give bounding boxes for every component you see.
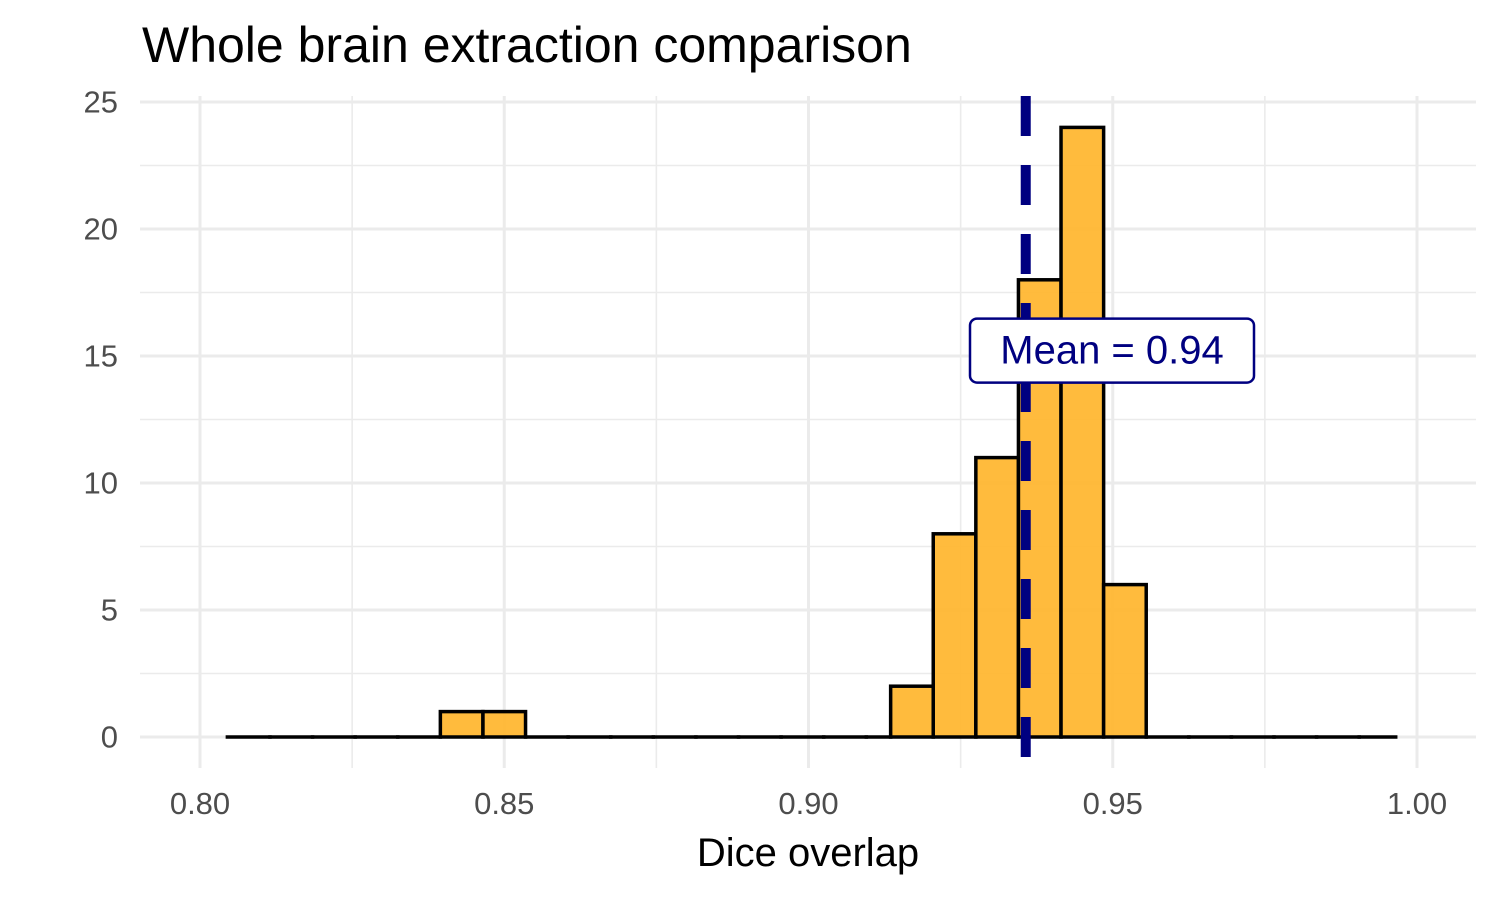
y-tick-label: 25	[84, 85, 118, 120]
histogram-bar	[481, 709, 528, 739]
histogram-bar	[888, 684, 935, 739]
y-tick-label: 20	[84, 212, 118, 247]
x-tick-label: 0.95	[1083, 786, 1143, 821]
chart-title: Whole brain extraction comparison	[142, 17, 912, 73]
histogram-bar	[438, 709, 485, 739]
y-tick-label: 15	[84, 339, 118, 374]
histogram-bar	[931, 532, 978, 739]
histogram-bar	[974, 455, 1021, 739]
x-tick-label: 0.85	[474, 786, 534, 821]
x-tick-label: 0.80	[170, 786, 230, 821]
x-tick-label: 1.00	[1387, 786, 1447, 821]
histogram-bars	[225, 125, 1398, 739]
histogram-bar	[1101, 582, 1148, 739]
histogram-bar	[1059, 125, 1106, 739]
mean-annotation: Mean = 0.94	[968, 96, 1256, 768]
mean-label-box	[968, 317, 1256, 384]
y-axis-ticks: 0 5 10 15 20 25	[84, 85, 118, 755]
y-tick-label: 10	[84, 466, 118, 501]
mean-label: Mean = 0.94	[1000, 329, 1224, 373]
y-tick-label: 5	[101, 593, 118, 628]
x-axis-label: Dice overlap	[697, 831, 919, 875]
x-tick-label: 0.90	[778, 786, 838, 821]
y-tick-label: 0	[101, 720, 118, 755]
x-axis-ticks: 0.80 0.85 0.90 0.95 1.00	[170, 786, 1447, 821]
